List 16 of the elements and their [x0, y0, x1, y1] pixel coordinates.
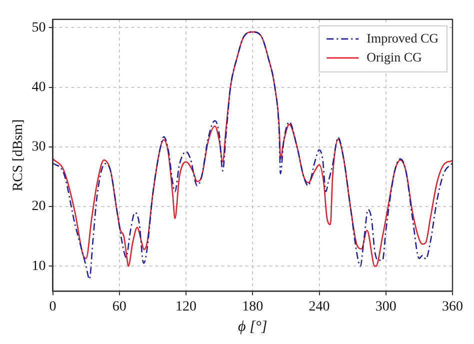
- y-tick-label: 50: [32, 20, 46, 36]
- legend-label: Improved CG: [366, 30, 439, 46]
- x-tick-label: 180: [242, 299, 264, 314]
- y-axis-title: RCS [dBsm]: [11, 119, 26, 192]
- x-tick-label: 60: [112, 299, 126, 314]
- y-tick-label: 40: [32, 80, 46, 96]
- y-tick-label: 30: [32, 140, 46, 155]
- x-tick-label: 120: [176, 299, 197, 314]
- y-tick-label: 20: [32, 199, 46, 214]
- x-tick-label: 240: [308, 299, 330, 314]
- y-tick-label: 10: [32, 258, 46, 274]
- x-tick-label: 360: [442, 299, 463, 314]
- legend-label: Origin CG: [366, 49, 422, 64]
- x-axis-title: ϕ [°]: [238, 318, 268, 335]
- x-tick-label: 300: [375, 299, 396, 314]
- x-tick-label: 0: [49, 299, 56, 314]
